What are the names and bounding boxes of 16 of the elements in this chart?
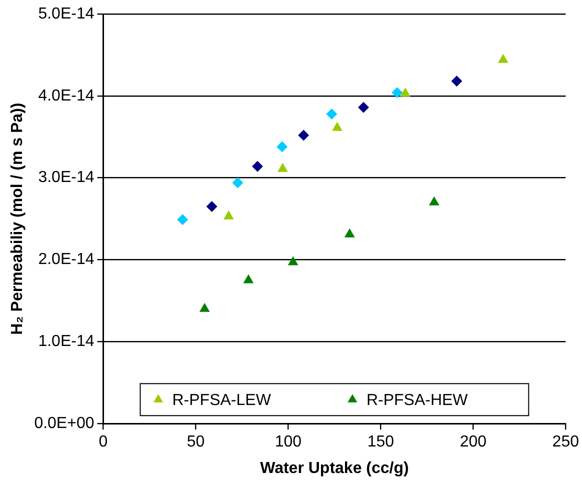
y-tick-label: 1.0E-14 — [38, 333, 94, 350]
x-tick-label: 150 — [367, 434, 394, 451]
y-axis-title: H₂ Permeabiliy (mol / (m s Pa)) — [9, 102, 26, 335]
legend-label: R-PFSA-HEW — [366, 392, 469, 410]
y-tick-label: 2.0E-14 — [38, 251, 94, 268]
x-tick-label: 250 — [552, 434, 580, 451]
y-tick-label: 3.0E-14 — [38, 169, 94, 186]
y-tick-label: 0.0E+00 — [34, 415, 94, 432]
x-tick-label: 0 — [98, 434, 108, 451]
x-tick-label: 50 — [186, 434, 205, 451]
x-tick-label: 100 — [274, 434, 302, 451]
x-axis-title: Water Uptake (cc/g) — [260, 460, 409, 477]
y-tick-label: 5.0E-14 — [38, 5, 94, 22]
legend-label: R-PFSA-LEW — [172, 392, 272, 410]
x-tick-label: 200 — [460, 434, 487, 451]
y-tick-label: 4.0E-14 — [38, 87, 94, 104]
